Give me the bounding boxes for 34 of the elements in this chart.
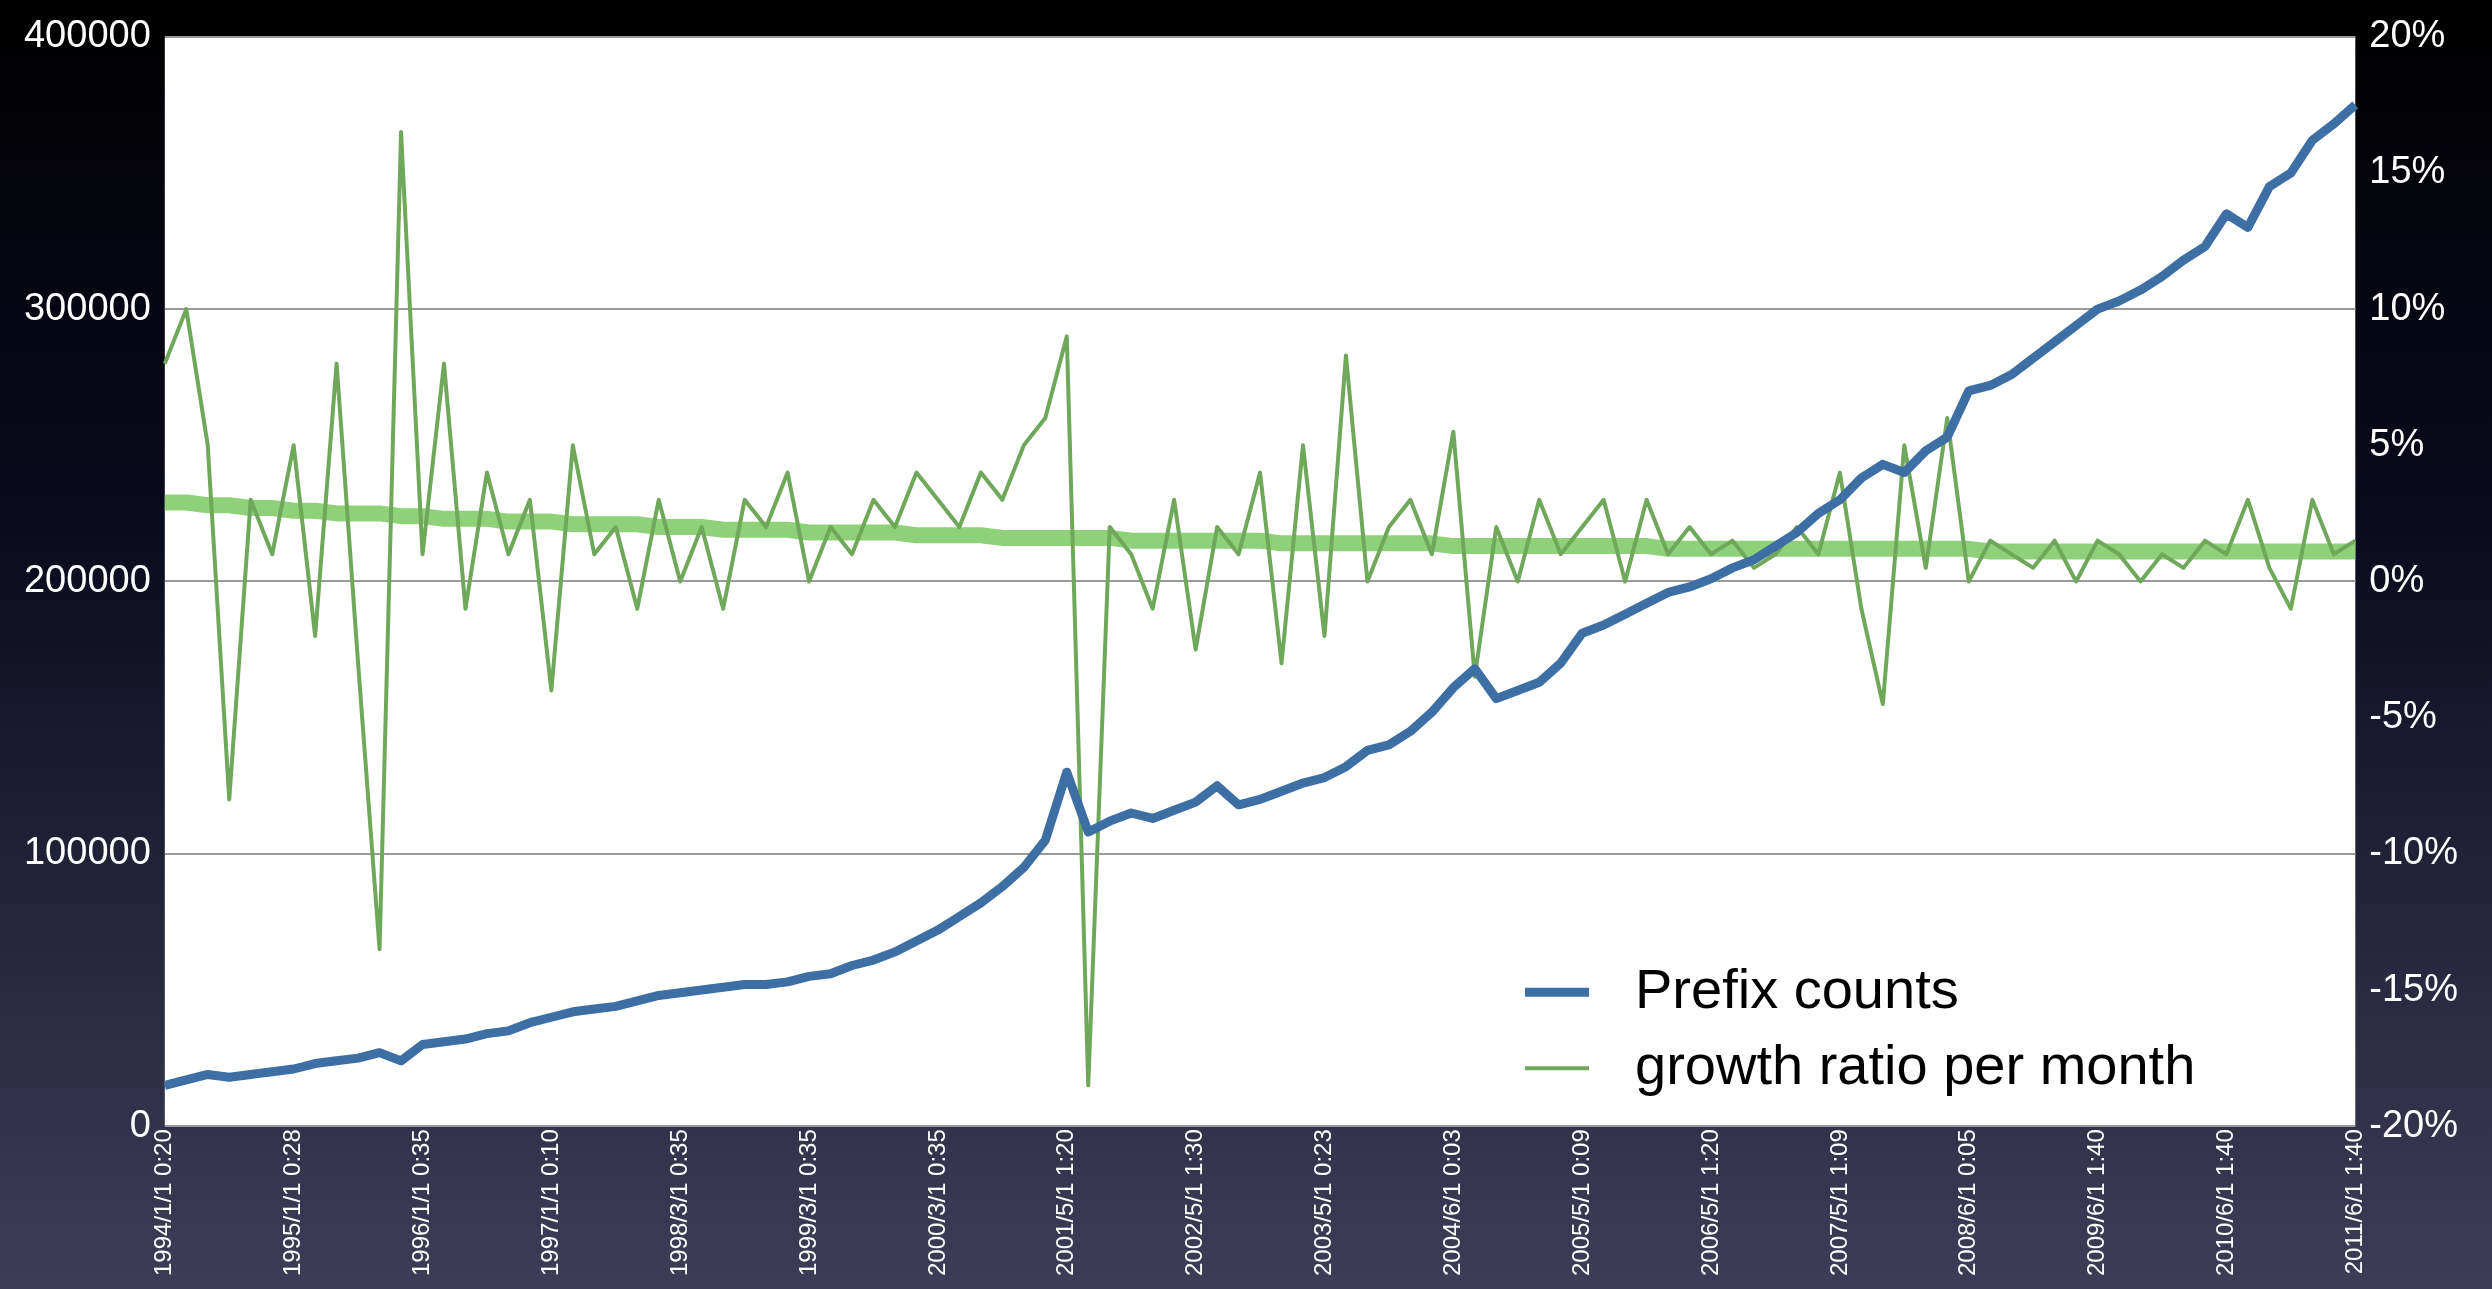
x-tick-label: 2000/3/1 0:35	[922, 1129, 950, 1277]
x-tick-label: 2002/5/1 1:30	[1180, 1129, 1208, 1277]
x-tick-label: 2010/6/1 1:40	[2211, 1129, 2239, 1277]
x-tick-label: 2006/5/1 1:20	[1695, 1129, 1723, 1277]
y2-tick-label: 0%	[2369, 557, 2425, 600]
x-tick-label: 1995/1/1 0:28	[278, 1129, 306, 1277]
y-tick-label: 200000	[23, 557, 151, 600]
y-tick-label: 100000	[23, 830, 151, 873]
y2-tick-label: -10%	[2369, 830, 2459, 873]
x-tick-label: 1994/1/1 0:20	[149, 1129, 177, 1277]
x-tick-label: 2011/6/1 1:40	[2339, 1129, 2367, 1275]
y-tick-label: 0	[129, 1102, 151, 1145]
y2-tick-label: -15%	[2369, 966, 2459, 1009]
x-tick-label: 1996/1/1 0:35	[407, 1129, 435, 1277]
y-tick-label: 300000	[23, 285, 151, 328]
y2-tick-label: 10%	[2369, 285, 2446, 328]
x-tick-label: 2008/6/1 0:05	[1953, 1129, 1981, 1277]
x-tick-label: 1998/3/1 0:35	[664, 1129, 692, 1277]
y2-tick-label: -20%	[2369, 1102, 2459, 1145]
legend-label: growth ratio per month	[1635, 1032, 2196, 1096]
y2-tick-label: 20%	[2369, 13, 2446, 56]
y2-tick-label: -5%	[2369, 694, 2437, 737]
y-tick-label: 400000	[23, 13, 151, 56]
x-tick-label: 2001/5/1 1:20	[1051, 1129, 1079, 1277]
x-tick-label: 1997/1/1 0:10	[535, 1129, 563, 1277]
x-tick-label: 2004/6/1 0:03	[1437, 1129, 1465, 1277]
legend-label: Prefix counts	[1635, 956, 1959, 1020]
y2-tick-label: 15%	[2369, 149, 2446, 192]
x-tick-label: 2007/5/1 1:09	[1824, 1129, 1852, 1277]
x-tick-label: 1999/3/1 0:35	[793, 1129, 821, 1277]
x-tick-label: 2005/5/1 0:09	[1566, 1129, 1594, 1277]
x-tick-label: 2003/5/1 0:23	[1309, 1129, 1337, 1277]
y2-tick-label: 5%	[2369, 421, 2425, 464]
x-tick-label: 2009/6/1 1:40	[2082, 1129, 2110, 1277]
